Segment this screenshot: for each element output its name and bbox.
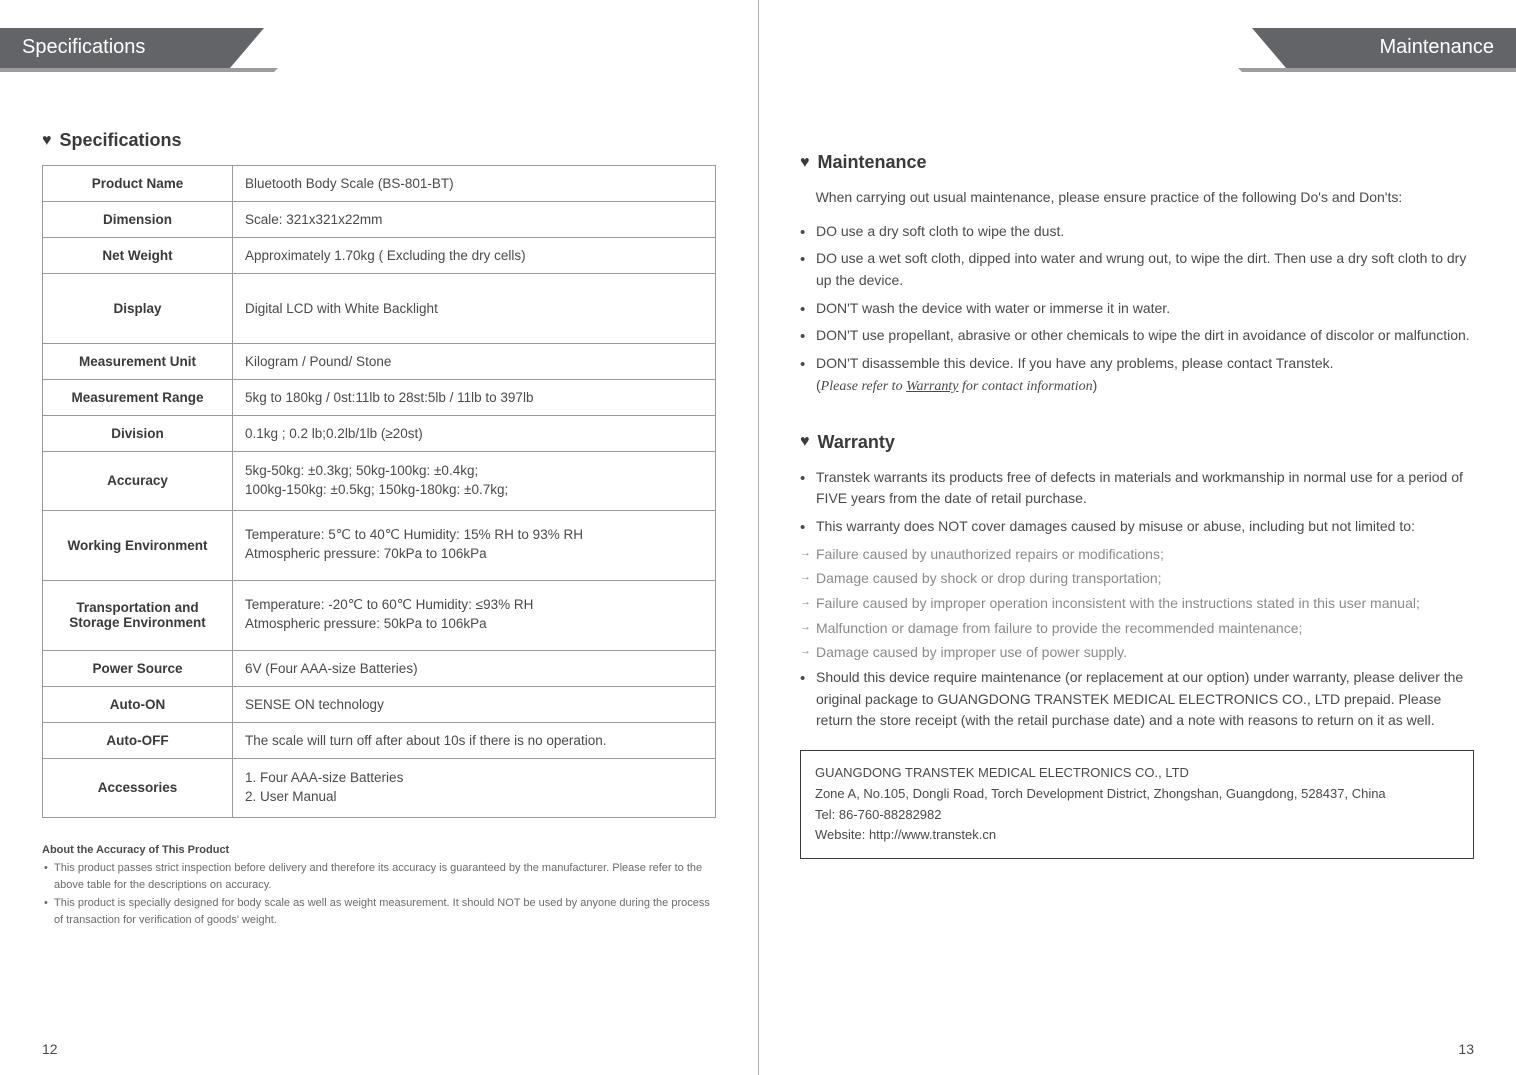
table-row: Measurement Range5kg to 180kg / 0st:11lb…: [43, 380, 716, 416]
list-item: DON'T use propellant, abrasive or other …: [800, 325, 1474, 347]
footnotes: About the Accuracy of This Product This …: [42, 842, 716, 929]
ref-italic: Please refer to Warranty for contact inf…: [821, 379, 1093, 394]
spec-name: Working Environment: [43, 510, 233, 580]
table-row: Auto-ONSENSE ON technology: [43, 686, 716, 722]
spec-name: Net Weight: [43, 238, 233, 274]
list-item: This warranty does NOT cover damages cau…: [800, 516, 1474, 538]
right-tab: Maintenance: [758, 28, 1516, 72]
address-line: Website: http://www.transtek.cn: [815, 825, 1459, 846]
ref-underline: Warranty: [906, 379, 958, 394]
maintenance-heading-text: Maintenance: [818, 152, 927, 173]
spec-value: Bluetooth Body Scale (BS-801-BT): [233, 166, 716, 202]
list-item: Should this device require maintenance (…: [800, 667, 1474, 732]
spec-value: 0.1kg ; 0.2 lb;0.2lb/1lb (≥20st): [233, 416, 716, 452]
list-item: Malfunction or damage from failure to pr…: [800, 618, 1474, 640]
list-item: DO use a dry soft cloth to wipe the dust…: [800, 221, 1474, 243]
list-item-text: DON'T disassemble this device. If you ha…: [816, 355, 1334, 371]
address-line: Tel: 86-760-88282982: [815, 805, 1459, 826]
list-item: Failure caused by improper operation inc…: [800, 593, 1474, 615]
address-line: Zone A, No.105, Dongli Road, Torch Devel…: [815, 784, 1459, 805]
spec-name: Product Name: [43, 166, 233, 202]
page-number-left: 12: [42, 1041, 58, 1057]
spec-name: Auto-OFF: [43, 722, 233, 758]
left-tab-title: Specifications: [22, 36, 145, 59]
heart-icon: ♥: [800, 154, 810, 172]
maintenance-intro: When carrying out usual maintenance, ple…: [800, 187, 1474, 209]
footnote-line: This product is specially designed for b…: [42, 895, 716, 928]
spec-value: Temperature: 5℃ to 40℃ Humidity: 15% RH …: [233, 510, 716, 580]
spec-name: Transportation and Storage Environment: [43, 580, 233, 650]
list-item: Damage caused by shock or drop during tr…: [800, 568, 1474, 590]
right-tab-title: Maintenance: [1379, 36, 1494, 59]
spec-heading: ♥ Specifications: [42, 130, 716, 151]
spec-value: 5kg-50kg: ±0.3kg; 50kg-100kg: ±0.4kg; 10…: [233, 452, 716, 511]
right-page: Maintenance ♥ Maintenance When carrying …: [758, 0, 1516, 1075]
left-tab-under: [0, 68, 274, 72]
spec-heading-text: Specifications: [60, 130, 182, 151]
maintenance-heading: ♥ Maintenance: [800, 152, 1474, 173]
table-row: DisplayDigital LCD with White Backlight: [43, 274, 716, 344]
spec-value: 1. Four AAA-size Batteries 2. User Manua…: [233, 758, 716, 817]
spec-value: The scale will turn off after about 10s …: [233, 722, 716, 758]
table-row: Power Source6V (Four AAA-size Batteries): [43, 650, 716, 686]
spec-name: Measurement Range: [43, 380, 233, 416]
table-row: Accessories1. Four AAA-size Batteries 2.…: [43, 758, 716, 817]
list-item: DON'T disassemble this device. If you ha…: [800, 353, 1474, 397]
warranty-arrow-list: Failure caused by unauthorized repairs o…: [800, 544, 1474, 664]
list-item: Damage caused by improper use of power s…: [800, 642, 1474, 664]
list-item: Transtek warrants its products free of d…: [800, 467, 1474, 510]
spec-table: Product NameBluetooth Body Scale (BS-801…: [42, 165, 716, 818]
spec-name: Division: [43, 416, 233, 452]
table-row: Transportation and Storage EnvironmentTe…: [43, 580, 716, 650]
heart-icon: ♥: [42, 132, 52, 150]
spec-value: Digital LCD with White Backlight: [233, 274, 716, 344]
address-line: GUANGDONG TRANSTEK MEDICAL ELECTRONICS C…: [815, 763, 1459, 784]
table-row: Auto-OFFThe scale will turn off after ab…: [43, 722, 716, 758]
table-row: Measurement UnitKilogram / Pound/ Stone: [43, 344, 716, 380]
ref-close: ): [1093, 377, 1098, 393]
spec-value: Kilogram / Pound/ Stone: [233, 344, 716, 380]
table-row: Division0.1kg ; 0.2 lb;0.2lb/1lb (≥20st): [43, 416, 716, 452]
spec-name: Measurement Unit: [43, 344, 233, 380]
footnote-title: About the Accuracy of This Product: [42, 842, 716, 859]
warranty-bottom-list: Should this device require maintenance (…: [800, 667, 1474, 732]
spec-value: 6V (Four AAA-size Batteries): [233, 650, 716, 686]
spec-name: Display: [43, 274, 233, 344]
left-tab: Specifications: [0, 28, 758, 72]
table-row: DimensionScale: 321x321x22mm: [43, 202, 716, 238]
list-item: Failure caused by unauthorized repairs o…: [800, 544, 1474, 566]
warranty-top-list: Transtek warrants its products free of d…: [800, 467, 1474, 538]
spec-name: Accessories: [43, 758, 233, 817]
left-page: Specifications ♥ Specifications Product …: [0, 0, 758, 1075]
spec-name: Accuracy: [43, 452, 233, 511]
spec-name: Dimension: [43, 202, 233, 238]
address-box: GUANGDONG TRANSTEK MEDICAL ELECTRONICS C…: [800, 750, 1474, 859]
spec-value: 5kg to 180kg / 0st:11lb to 28st:5lb / 11…: [233, 380, 716, 416]
table-row: Net WeightApproximately 1.70kg ( Excludi…: [43, 238, 716, 274]
maintenance-list: DO use a dry soft cloth to wipe the dust…: [800, 221, 1474, 398]
spec-name: Power Source: [43, 650, 233, 686]
footnote-line: This product passes strict inspection be…: [42, 860, 716, 893]
page-number-right: 13: [1458, 1041, 1474, 1057]
table-row: Accuracy5kg-50kg: ±0.3kg; 50kg-100kg: ±0…: [43, 452, 716, 511]
warranty-heading: ♥ Warranty: [800, 432, 1474, 453]
spec-value: SENSE ON technology: [233, 686, 716, 722]
table-row: Product NameBluetooth Body Scale (BS-801…: [43, 166, 716, 202]
list-item: DO use a wet soft cloth, dipped into wat…: [800, 248, 1474, 291]
right-tab-under: [1242, 68, 1516, 72]
heart-icon: ♥: [800, 433, 810, 451]
table-row: Working EnvironmentTemperature: 5℃ to 40…: [43, 510, 716, 580]
warranty-heading-text: Warranty: [818, 432, 895, 453]
list-item: DON'T wash the device with water or imme…: [800, 298, 1474, 320]
spread: Specifications ♥ Specifications Product …: [0, 0, 1516, 1075]
spec-value: Scale: 321x321x22mm: [233, 202, 716, 238]
spec-value: Approximately 1.70kg ( Excluding the dry…: [233, 238, 716, 274]
spec-value: Temperature: -20℃ to 60℃ Humidity: ≤93% …: [233, 580, 716, 650]
spec-name: Auto-ON: [43, 686, 233, 722]
